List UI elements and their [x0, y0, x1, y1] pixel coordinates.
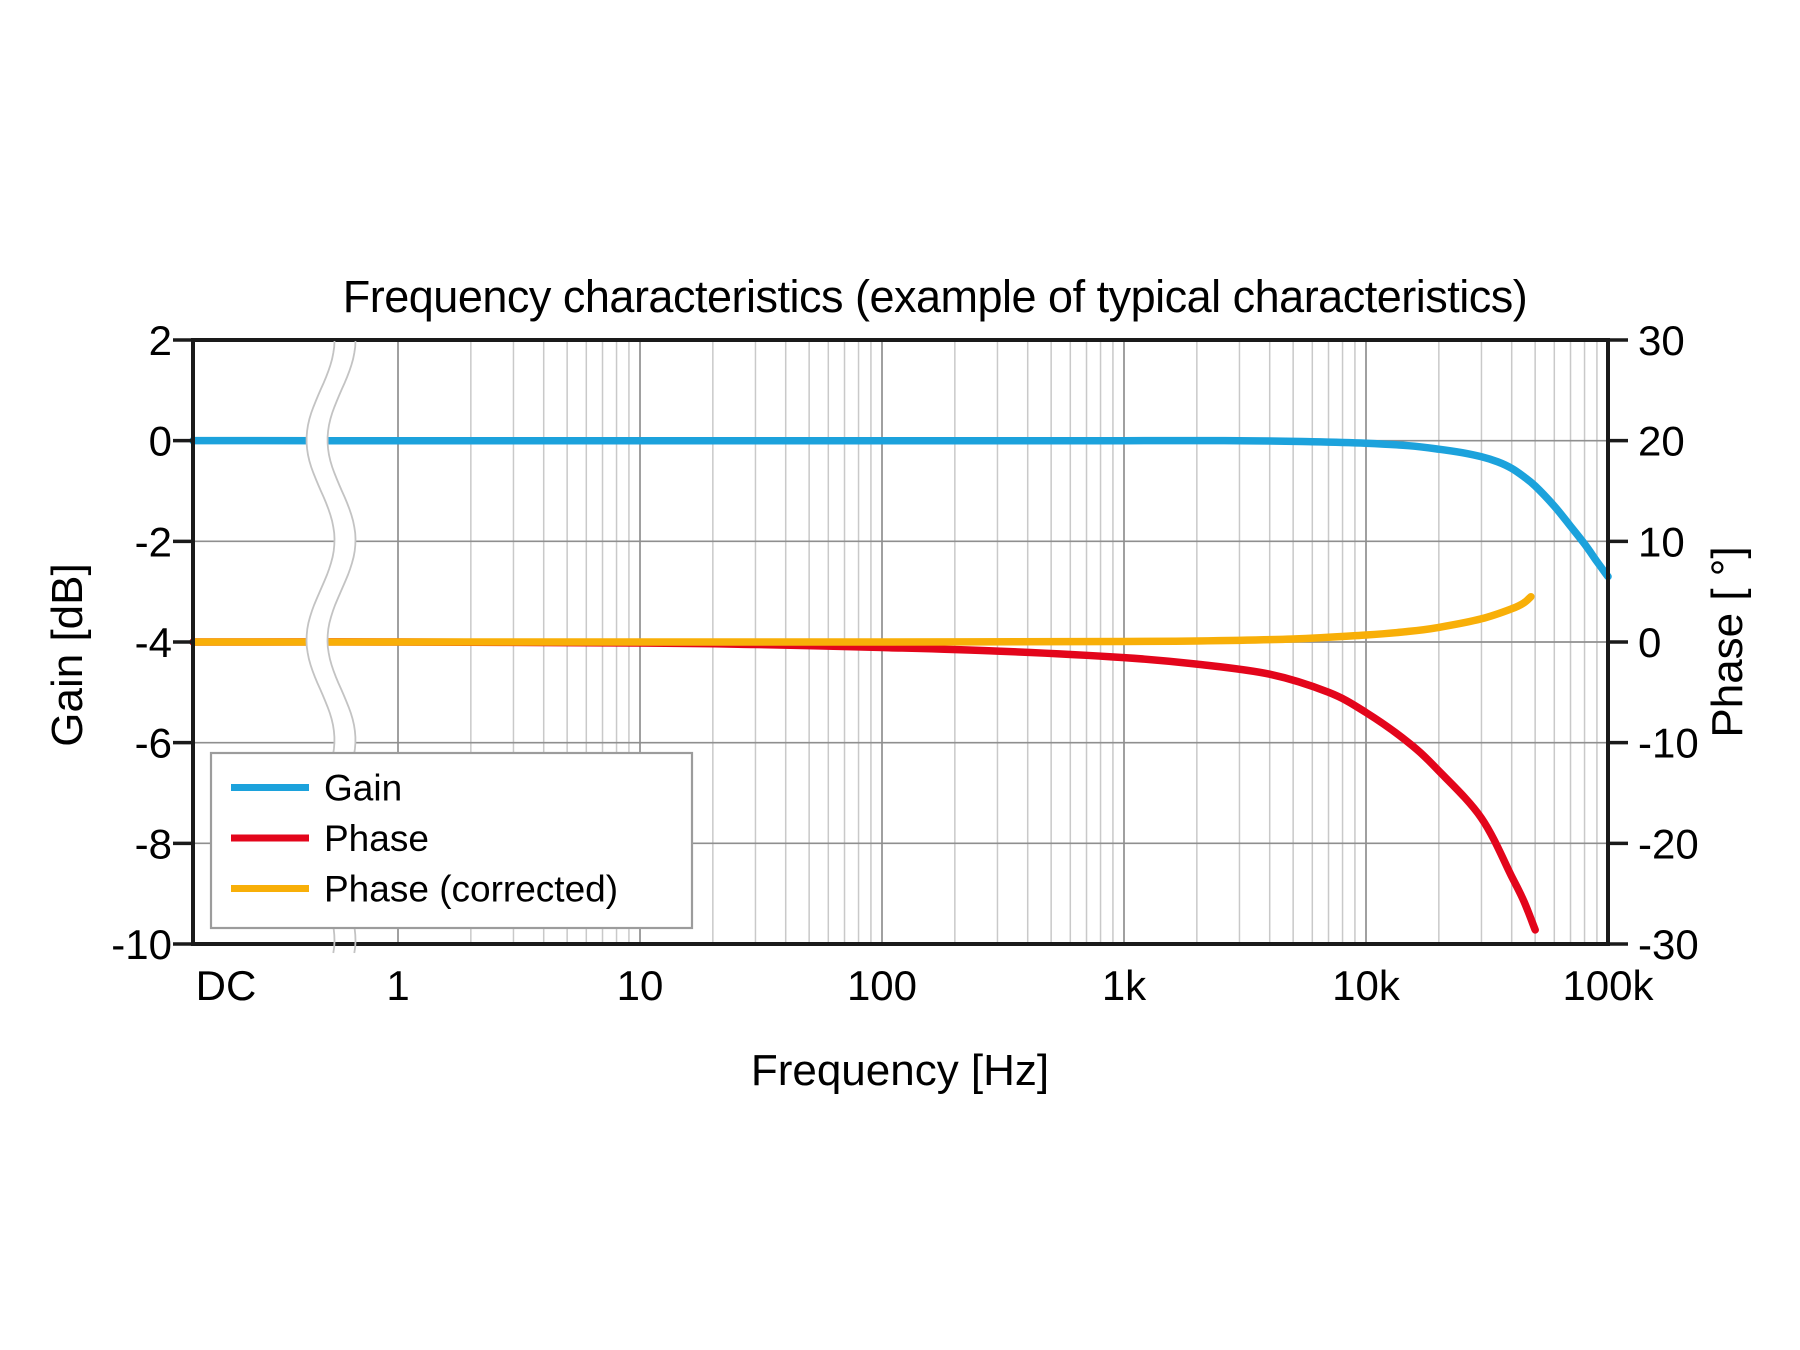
plot-frame: [191, 338, 1610, 946]
gain-tick-label: -6: [135, 720, 172, 767]
phase-tick-label: -30: [1638, 921, 1699, 968]
gain-tick-label: -10: [111, 921, 172, 968]
frequency-axis-label: Frequency [Hz]: [751, 1046, 1049, 1095]
freq-tick-label: DC: [196, 962, 257, 1009]
freq-tick-label: 1k: [1102, 962, 1147, 1009]
axis-break-band: [306, 342, 356, 942]
phase-tick-label: -10: [1638, 720, 1699, 767]
phase-tick-label: 0: [1638, 619, 1661, 666]
phase-axis-label: Phase [ °]: [1703, 546, 1752, 737]
axis-break-mask: [306, 342, 356, 942]
gain-tick-label: -4: [135, 619, 172, 666]
freq-tick-label: 1: [386, 962, 409, 1009]
phase-tick-label: 30: [1638, 317, 1685, 364]
phase-tick-label: 10: [1638, 518, 1685, 565]
chart-title: Frequency characteristics (example of ty…: [343, 271, 1527, 322]
gain-axis-label: Gain [dB]: [43, 563, 92, 746]
freq-tick-label: 10k: [1332, 962, 1401, 1009]
legend-label-phase-corrected: Phase (corrected): [324, 869, 618, 910]
freq-tick-label: 10: [617, 962, 664, 1009]
gain-tick-label: -2: [135, 518, 172, 565]
phase-tick-label: 20: [1638, 418, 1685, 465]
gain-tick-label: -8: [135, 820, 172, 867]
gain-tick-label: 2: [149, 317, 172, 364]
phase-corrected-curve: [192, 592, 1535, 646]
legend-label-phase: Phase: [324, 818, 429, 859]
freq-tick-label: 100: [847, 962, 917, 1009]
legend-label-gain: Gain: [324, 768, 402, 809]
phase-tick-label: -20: [1638, 820, 1699, 867]
axis-ticks: [173, 338, 1628, 946]
curves: [189, 436, 1612, 934]
legend: Gain Phase Phase (corrected): [209, 751, 694, 930]
freq-tick-label: 100k: [1562, 962, 1654, 1009]
gain-curve: [189, 436, 1612, 581]
gain-tick-label: 0: [149, 418, 172, 465]
